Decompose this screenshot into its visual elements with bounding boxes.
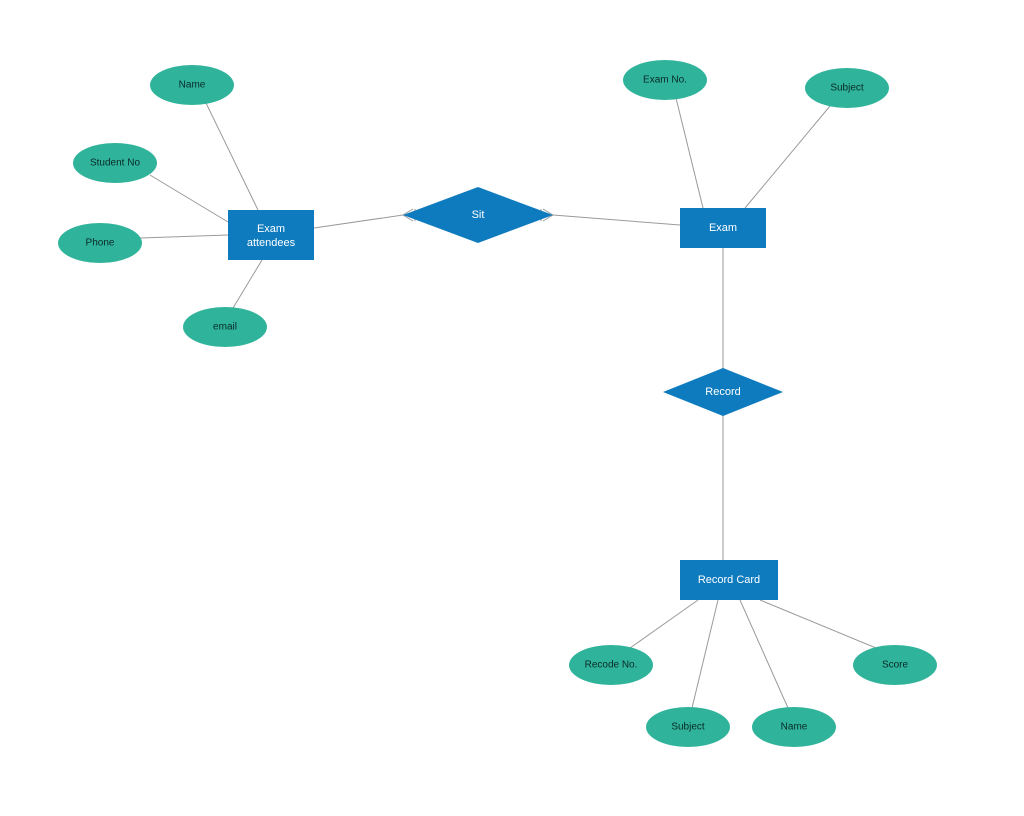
edge-recode_no-record_card bbox=[630, 600, 698, 648]
edge-exam_no-exam bbox=[676, 98, 703, 208]
edge-student_no-exam_attendees bbox=[150, 175, 228, 222]
edge-name2-record_card bbox=[740, 600, 788, 708]
attribute-phone: Phone bbox=[58, 223, 142, 263]
attribute-score: Score bbox=[853, 645, 937, 685]
entity-label: Record Card bbox=[698, 574, 760, 586]
attribute-exam_no: Exam No. bbox=[623, 60, 707, 100]
edge-subject1-exam bbox=[745, 106, 830, 208]
entity-label: attendees bbox=[247, 237, 296, 249]
edge-exam-record bbox=[717, 238, 729, 380]
attribute-subject1: Subject bbox=[805, 68, 889, 108]
entity-label: Exam bbox=[257, 223, 285, 235]
er-diagram-canvas: Name Student No Phone email Exam No. Subject R… bbox=[0, 0, 1024, 816]
attribute-label: Subject bbox=[830, 83, 864, 94]
edge-name1-exam_attendees bbox=[206, 103, 258, 210]
attribute-label: email bbox=[213, 322, 237, 333]
attribute-name1: Name bbox=[150, 65, 234, 105]
attribute-name2: Name bbox=[752, 707, 836, 747]
attribute-label: Subject bbox=[671, 722, 705, 733]
attribute-subject2: Subject bbox=[646, 707, 730, 747]
attribute-label: Phone bbox=[86, 238, 115, 249]
attribute-label: Name bbox=[179, 80, 206, 91]
entity-label: Exam bbox=[709, 222, 737, 234]
attribute-label: Name bbox=[781, 722, 808, 733]
edge-phone-exam_attendees bbox=[140, 235, 228, 238]
edge-sit-exam bbox=[541, 209, 690, 235]
attribute-label: Recode No. bbox=[585, 660, 638, 671]
relationship-label: Record bbox=[705, 386, 740, 398]
relationship-sit: Sit bbox=[403, 187, 553, 243]
edge-email-exam_attendees bbox=[233, 260, 262, 308]
entity-record_card: Record Card bbox=[680, 560, 778, 600]
edge-score-record_card bbox=[760, 600, 876, 648]
edge-subject2-record_card bbox=[692, 600, 718, 708]
attribute-label: Exam No. bbox=[643, 75, 687, 86]
edge-exam_attendees-sit bbox=[304, 209, 415, 238]
attribute-email: email bbox=[183, 307, 267, 347]
attribute-label: Student No bbox=[90, 158, 140, 169]
relationship-label: Sit bbox=[472, 209, 485, 221]
edge-record-record_card bbox=[717, 404, 729, 570]
attribute-student_no: Student No bbox=[73, 143, 157, 183]
relationship-record: Record bbox=[663, 368, 783, 416]
attribute-label: Score bbox=[882, 660, 909, 671]
entity-exam_attendees: Exam attendees bbox=[228, 210, 314, 260]
attribute-recode_no: Recode No. bbox=[569, 645, 653, 685]
entity-exam: Exam bbox=[680, 208, 766, 248]
